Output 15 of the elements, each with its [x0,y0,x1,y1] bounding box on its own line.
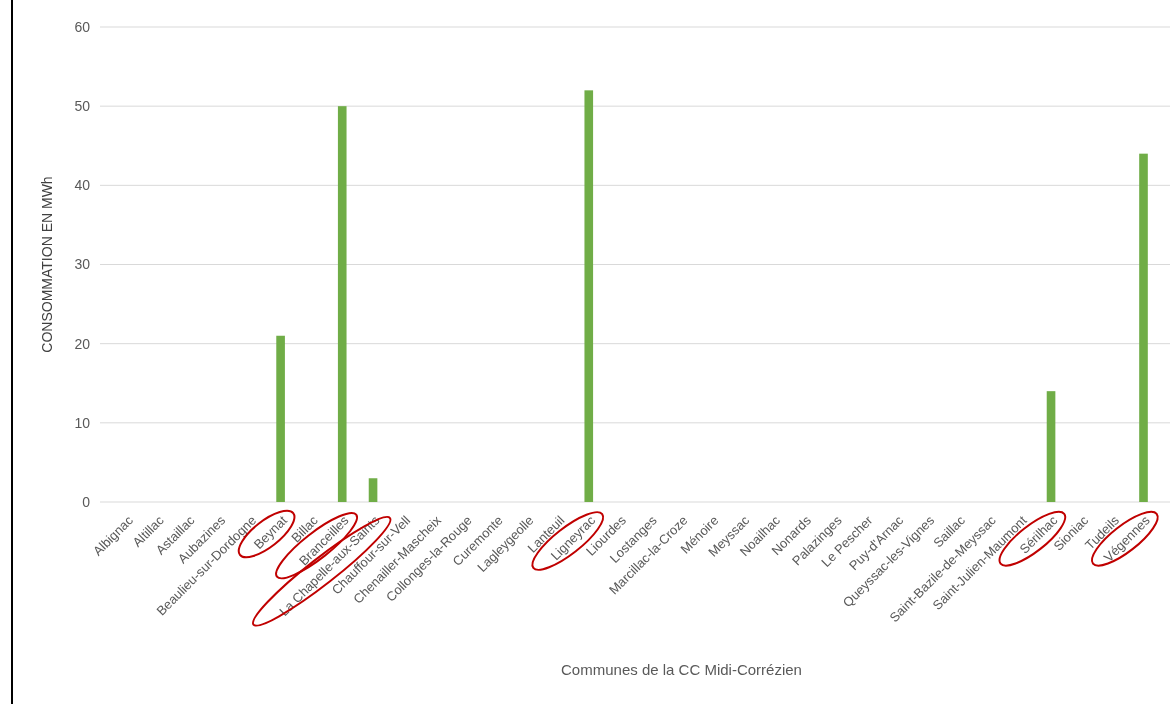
bar [1046,391,1056,502]
y-tick-label: 30 [74,256,91,273]
y-tick-label: 60 [74,18,91,35]
bar [368,478,378,502]
bar [276,335,285,502]
y-tick-label: 0 [82,493,91,510]
bar [1139,153,1148,502]
y-tick-label: 40 [74,177,91,194]
y-tick-label: 20 [74,335,91,352]
bar [337,106,347,502]
y-axis-title: CONSOMMATION EN MWh [39,176,55,353]
bar [584,90,594,502]
x-axis-title: Communes de la CC Midi-Corrézien [561,661,802,678]
y-tick-label: 10 [74,414,91,431]
y-tick-label: 50 [74,98,91,115]
